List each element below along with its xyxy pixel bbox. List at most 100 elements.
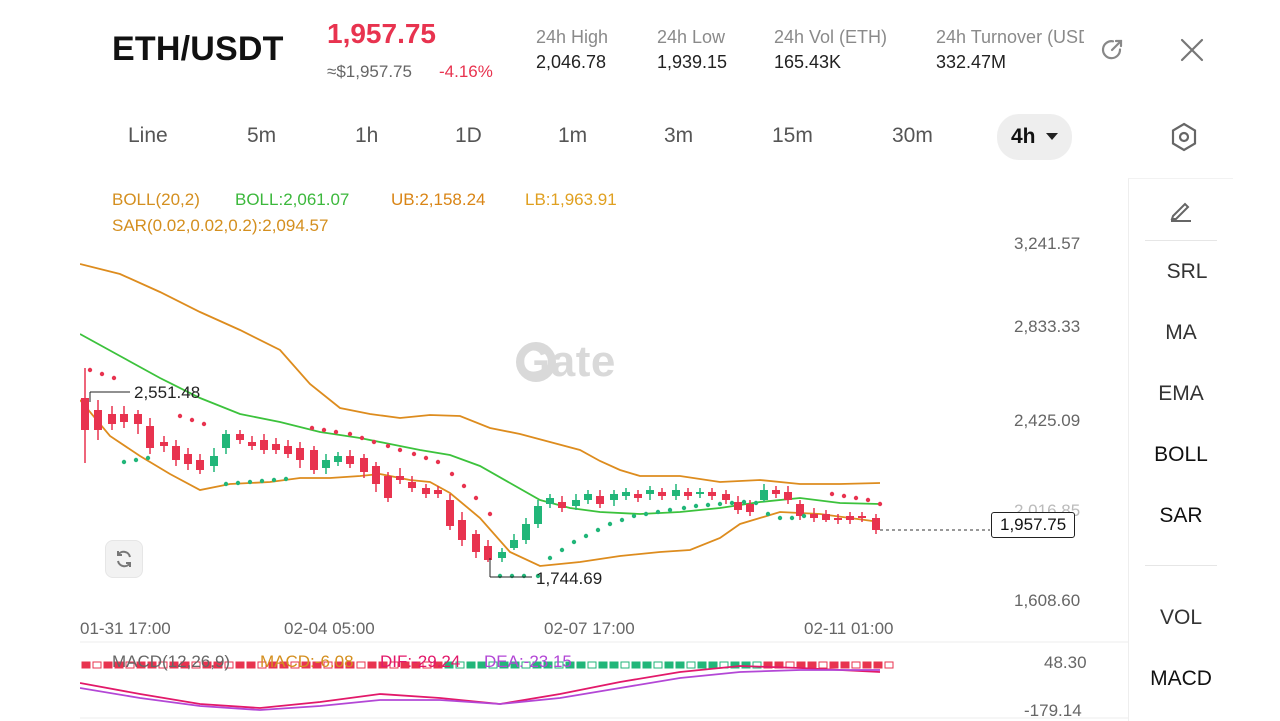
candle-down	[484, 546, 492, 560]
interval-1m[interactable]: 1m	[558, 124, 588, 147]
dea-value: DEA:-23.15	[484, 652, 572, 671]
macd-histogram-bar	[422, 661, 432, 669]
stat-high-value: 2,046.78	[536, 52, 607, 72]
macd-histogram-bar	[631, 661, 641, 669]
boll-lb-value: LB:1,963.91	[525, 190, 617, 209]
indicator-vol[interactable]: VOL	[1159, 606, 1203, 629]
sar-dot	[655, 509, 661, 515]
sar-dot	[397, 447, 403, 453]
candle-up	[572, 500, 580, 506]
candle-down	[684, 492, 692, 496]
macd-histogram-bar	[367, 661, 377, 669]
macd-histogram-bar	[81, 661, 91, 669]
sar-dot	[87, 367, 93, 373]
macd-histogram-bar	[752, 661, 762, 669]
macd-histogram-bar	[246, 661, 256, 669]
sar-dot	[571, 539, 577, 545]
indicator-ma[interactable]: MA	[1165, 321, 1197, 344]
macd-histogram-bar	[653, 661, 663, 669]
approx-usd-price: ≈$1,957.75	[327, 62, 412, 81]
candle-down	[422, 488, 430, 494]
reset-view-button[interactable]	[105, 540, 143, 578]
macd-histogram-bar	[103, 661, 113, 669]
indicator-macd[interactable]: MACD	[1150, 667, 1212, 690]
indicator-sar[interactable]: SAR	[1159, 504, 1203, 527]
sar-dot	[201, 421, 207, 427]
sar-legend: SAR(0.02,0.02,0.2):2,094.57	[112, 216, 329, 235]
candle-down	[396, 476, 404, 480]
candle-up	[610, 494, 618, 500]
sar-dot	[333, 429, 339, 435]
price-axis-label: 2,833.33	[1014, 317, 1081, 336]
interval-1d[interactable]: 1D	[455, 124, 482, 147]
hexagon-settings-icon[interactable]	[1167, 120, 1201, 154]
macd-histogram-bar	[840, 661, 850, 669]
interval-line[interactable]: Line	[128, 124, 168, 147]
sar-dot	[521, 573, 527, 579]
share-icon[interactable]	[1095, 33, 1129, 67]
candle-down	[160, 442, 168, 446]
price-chart[interactable]: Gate	[80, 178, 1128, 720]
interval-1h[interactable]: 1h	[355, 124, 379, 147]
macd-histogram-bar	[268, 661, 278, 669]
sar-dot	[753, 500, 759, 506]
candle-down	[284, 446, 292, 454]
candle-down	[796, 504, 804, 516]
pencil-icon	[1170, 202, 1191, 222]
candle-up	[672, 490, 680, 496]
interval-15m[interactable]: 15m	[772, 124, 813, 147]
boll-upper-band	[80, 263, 881, 485]
candle-down	[120, 414, 128, 422]
sar-dot	[449, 471, 455, 477]
macd-value: MACD:-6.08	[260, 652, 354, 671]
sar-dot	[681, 505, 687, 511]
sar-dot	[841, 493, 847, 499]
dea-line	[80, 669, 880, 711]
candle-up	[696, 492, 704, 494]
close-icon[interactable]	[1175, 33, 1209, 67]
candle-down	[94, 410, 102, 430]
interval-5m[interactable]: 5m	[247, 124, 277, 147]
indicator-boll[interactable]: BOLL	[1154, 443, 1208, 466]
interval-30m[interactable]: 30m	[892, 124, 933, 147]
macd-histogram-bar	[884, 661, 894, 669]
indicator-ema[interactable]: EMA	[1158, 382, 1204, 405]
gate-logo-icon	[516, 342, 556, 382]
interval-4h-dropdown[interactable]: 4h	[997, 114, 1072, 160]
draw-tool-button[interactable]	[1129, 197, 1233, 229]
macd-histogram-bar	[224, 661, 234, 669]
macd-histogram-bar	[279, 661, 289, 669]
macd-histogram-bar	[532, 661, 542, 669]
sar-dot	[583, 533, 589, 539]
macd-histogram-bar	[510, 661, 520, 669]
period-high-label: 2,551.48	[134, 383, 201, 402]
sar-dot	[631, 513, 637, 519]
macd-histogram-bar	[697, 661, 707, 669]
macd-histogram-bar	[818, 661, 828, 669]
macd-histogram-bar	[554, 661, 564, 669]
macd-histogram-bar	[169, 661, 179, 669]
refresh-icon	[117, 550, 131, 568]
candle-down	[384, 476, 392, 498]
candle-down	[108, 414, 116, 424]
chart-area[interactable]: Gate BOLL(20,2) BOLL:2,061.07 UB:2,158.2…	[80, 178, 1128, 720]
macd-histogram-bar	[686, 661, 696, 669]
current-price-tag: 1,957.75	[991, 512, 1076, 538]
sar-dot	[371, 439, 377, 445]
candle-down	[134, 414, 142, 424]
interval-3m[interactable]: 3m	[664, 124, 694, 147]
macd-histogram-bar	[345, 661, 355, 669]
stat-high-label: 24h High	[536, 27, 609, 47]
candle-down	[458, 520, 466, 540]
macd-histogram-bar	[675, 661, 685, 669]
sar-dot	[729, 500, 735, 506]
macd-histogram-bar	[807, 661, 817, 669]
sar-dot	[385, 443, 391, 449]
sar-dot	[411, 451, 417, 457]
macd-histogram-bar	[587, 661, 597, 669]
macd-histogram-bar	[147, 661, 157, 669]
indicator-srl[interactable]: SRL	[1166, 260, 1208, 283]
macd-histogram-bar	[598, 661, 608, 669]
candle-up	[546, 498, 554, 504]
sar-dot	[547, 555, 553, 561]
